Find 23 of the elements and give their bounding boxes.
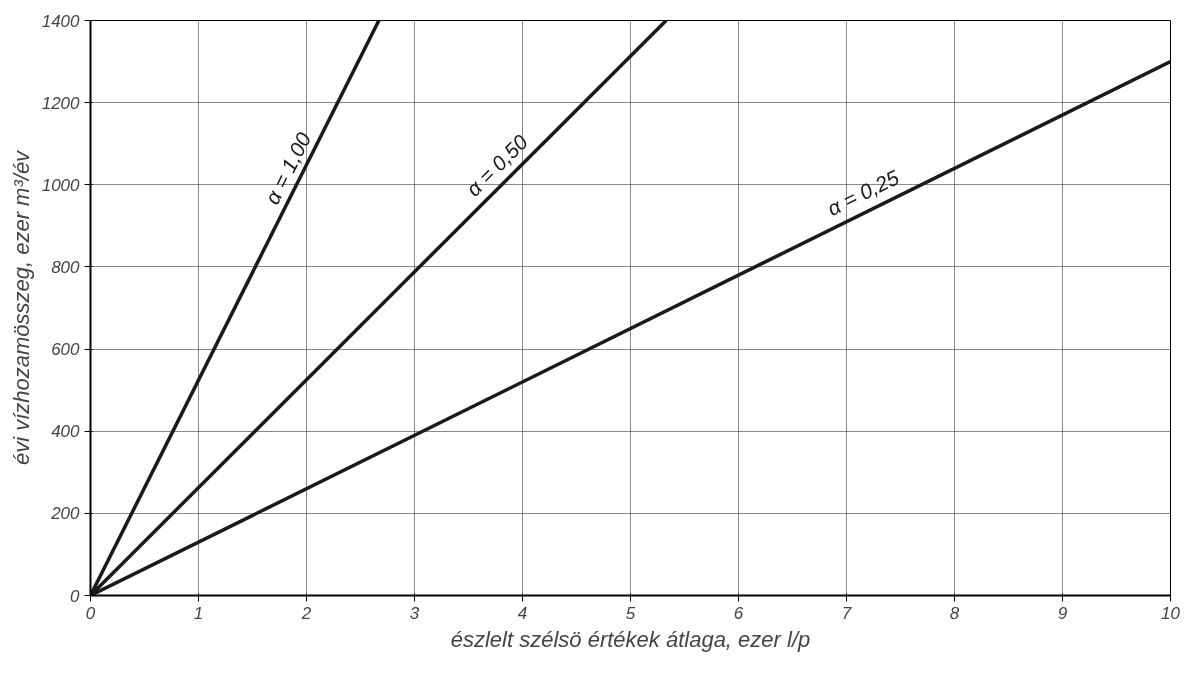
text: α = 0,25 bbox=[823, 165, 903, 221]
y-tick-label: 1000 bbox=[41, 175, 81, 195]
y-tick-label: 0 bbox=[70, 586, 81, 606]
text: α = 1,00 bbox=[260, 128, 316, 208]
x-tick-label: 5 bbox=[625, 603, 636, 623]
x-axis-title: észlelt szélsö értékek átlaga, ezer l/p bbox=[450, 626, 811, 652]
y-tick-label: 600 bbox=[51, 340, 81, 360]
x-tick-label: 0 bbox=[85, 603, 96, 623]
x-tick-label: 10 bbox=[1161, 603, 1181, 623]
y-tick-label: 1200 bbox=[41, 93, 81, 113]
x-tick-label: 3 bbox=[409, 603, 420, 623]
x-tick-label: 1 bbox=[193, 603, 204, 623]
x-tick-label: 9 bbox=[1057, 603, 1068, 623]
y-axis-title: évi vízhozamösszeg, ezer m³/év bbox=[8, 148, 34, 466]
x-tick-label: 2 bbox=[300, 603, 312, 623]
y-tick-label: 200 bbox=[50, 504, 81, 524]
x-tick-label: 6 bbox=[733, 603, 744, 623]
x-tick-label: 4 bbox=[517, 603, 528, 623]
y-tick-label: 1400 bbox=[41, 11, 81, 31]
x-tick-label: 8 bbox=[949, 603, 960, 623]
y-tick-label: 400 bbox=[51, 422, 81, 442]
x-tick-label: 7 bbox=[841, 603, 852, 623]
y-tick-label: 800 bbox=[51, 257, 81, 277]
